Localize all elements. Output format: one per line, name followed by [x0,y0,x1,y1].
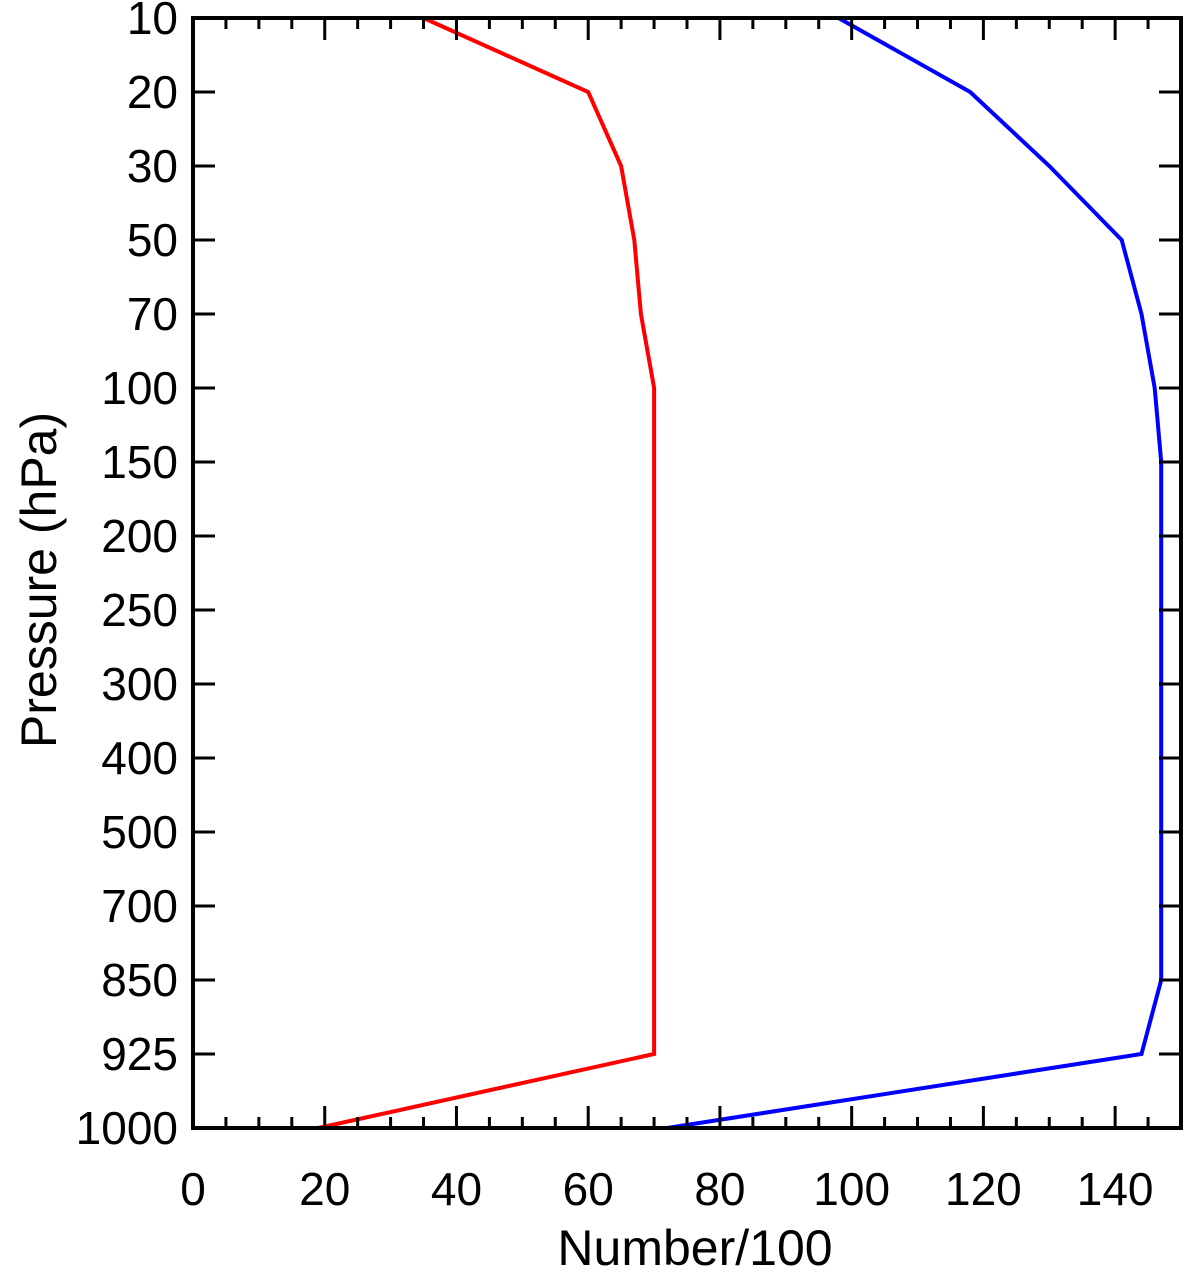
x-tick-label: 120 [945,1163,1022,1215]
y-tick-label: 150 [101,436,178,488]
y-tick-label: 70 [127,288,178,340]
y-tick-label: 1000 [76,1102,178,1154]
x-tick-label: 100 [813,1163,890,1215]
y-tick-label: 200 [101,510,178,562]
y-tick-label: 850 [101,954,178,1006]
x-tick-label: 0 [180,1163,206,1215]
y-tick-label: 300 [101,658,178,710]
y-tick-label: 50 [127,214,178,266]
label-layer: 0 20 40 60 80 100 120 140 10 20 30 50 70 100 150 200 250… [76,0,1154,1215]
y-tick-label: 30 [127,140,178,192]
y-tick-label: 700 [101,880,178,932]
y-tick-label: 250 [101,584,178,636]
x-tick-label: 140 [1077,1163,1154,1215]
series-line-2 [666,16,1164,1130]
y-tick-label: 20 [127,66,178,118]
y-tick-label: 925 [101,1028,178,1080]
series-layer [317,16,1164,1130]
tick-layer [191,16,1183,1130]
x-tick-label: 20 [299,1163,350,1215]
x-tick-label: 80 [694,1163,745,1215]
series-line-1 [317,16,657,1130]
y-tick-label: 10 [127,0,178,44]
y-tick-label: 100 [101,362,178,414]
y-axis-title: Pressure (hPa) [11,412,67,748]
x-axis-title: Number/100 [557,1220,832,1276]
plot-frame [191,16,1183,1130]
x-tick-label: 40 [431,1163,482,1215]
y-tick-label: 400 [101,732,178,784]
y-tick-label: 500 [101,806,178,858]
x-tick-label: 60 [563,1163,614,1215]
